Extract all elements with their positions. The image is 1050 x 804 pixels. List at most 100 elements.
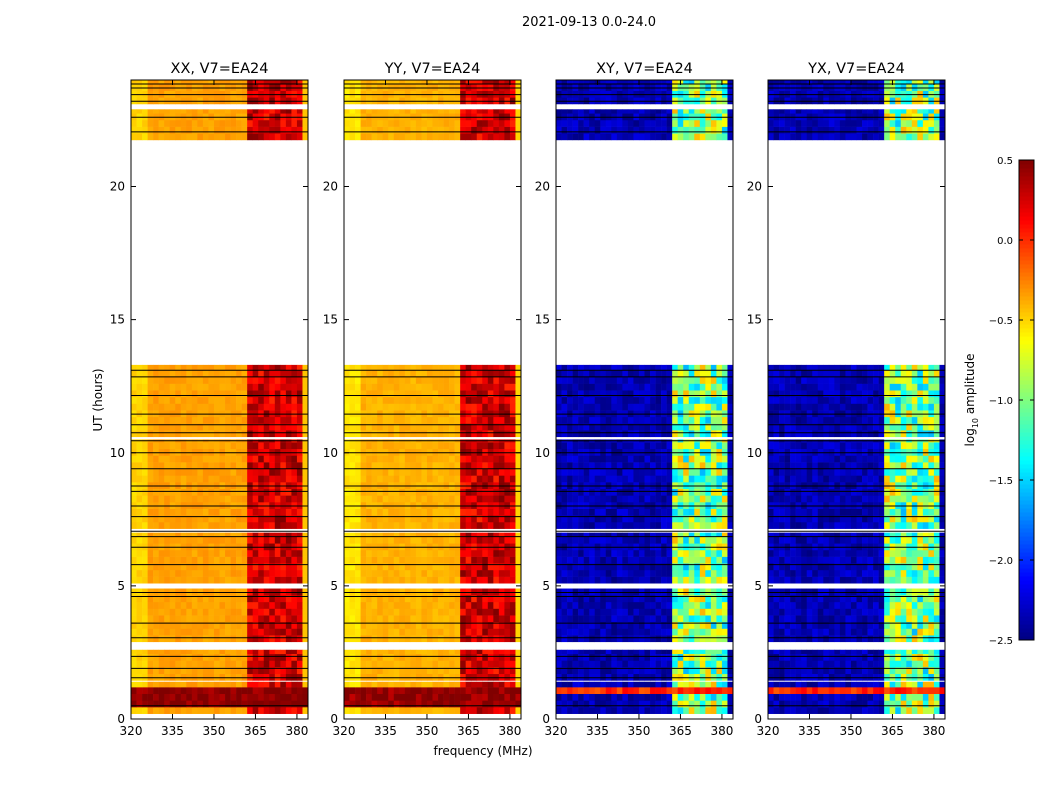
heatmap-cell xyxy=(291,449,297,456)
heatmap-cell xyxy=(372,707,378,714)
heatmap-cell xyxy=(416,489,422,496)
heatmap-cell xyxy=(444,682,450,688)
heatmap-cell xyxy=(181,628,187,635)
heatmap-cell xyxy=(242,365,248,371)
heatmap-cell xyxy=(372,370,378,377)
heatmap-cell xyxy=(567,502,573,509)
heatmap-cell xyxy=(164,557,170,564)
heatmap-cell xyxy=(394,615,400,622)
heatmap-cell xyxy=(344,455,350,462)
heatmap-cell xyxy=(203,489,209,496)
heatmap-cell xyxy=(275,602,281,609)
heatmap-cell xyxy=(488,628,494,635)
heatmap-cell xyxy=(203,475,209,482)
heatmap-cell xyxy=(694,589,700,596)
heatmap-cell xyxy=(366,654,372,661)
heatmap-cell xyxy=(225,455,231,462)
heatmap-cell xyxy=(225,577,231,584)
heatmap-cell xyxy=(208,462,214,469)
heatmap-cell xyxy=(504,133,510,140)
heatmap-cell xyxy=(477,609,483,616)
heatmap-cell xyxy=(383,589,389,596)
heatmap-cell xyxy=(510,84,516,91)
heatmap-cell xyxy=(225,482,231,489)
heatmap-cell xyxy=(170,442,176,449)
heatmap-cell xyxy=(247,694,253,701)
heatmap-cell xyxy=(192,370,198,377)
heatmap-cell xyxy=(225,687,231,694)
heatmap-cell xyxy=(269,113,275,120)
heatmap-cell xyxy=(515,403,521,410)
heatmap-cell xyxy=(175,417,181,424)
heatmap-cell xyxy=(471,84,477,91)
heatmap-cell xyxy=(449,502,455,509)
heatmap-cell xyxy=(264,602,270,609)
heatmap-cell xyxy=(504,707,510,714)
heatmap-cell xyxy=(562,654,568,661)
heatmap-cell xyxy=(142,417,148,424)
heatmap-cell xyxy=(589,660,595,667)
heatmap-cell xyxy=(192,127,198,134)
heatmap-cell xyxy=(159,482,165,489)
heatmap-cell xyxy=(181,635,187,642)
heatmap-cell xyxy=(291,615,297,622)
heatmap-cell xyxy=(297,602,303,609)
heatmap-cell xyxy=(716,550,722,557)
heatmap-cell xyxy=(131,615,137,622)
heatmap-cell xyxy=(449,660,455,667)
heatmap-cell xyxy=(302,475,308,482)
heatmap-cell xyxy=(562,682,568,688)
heatmap-cell xyxy=(656,615,662,622)
heatmap-cell xyxy=(275,550,281,557)
heatmap-cell xyxy=(297,410,303,417)
heatmap-cell xyxy=(683,509,689,516)
heatmap-cell xyxy=(181,84,187,91)
heatmap-cell xyxy=(449,635,455,642)
heatmap-cell xyxy=(444,442,450,449)
heatmap-cell xyxy=(606,495,612,502)
heatmap-cell xyxy=(606,602,612,609)
heatmap-cell xyxy=(170,109,176,113)
heatmap-cell xyxy=(444,489,450,496)
heatmap-cell xyxy=(170,589,176,596)
heatmap-cell xyxy=(633,522,639,529)
heatmap-cell xyxy=(203,602,209,609)
heatmap-cell xyxy=(153,397,159,404)
heatmap-cell xyxy=(377,589,383,596)
heatmap-cell xyxy=(137,403,143,410)
heatmap-cell xyxy=(220,442,226,449)
heatmap-cell xyxy=(258,475,264,482)
heatmap-cell xyxy=(131,674,137,681)
heatmap-cell xyxy=(477,502,483,509)
heatmap-cell xyxy=(361,84,367,91)
heatmap-cell xyxy=(416,390,422,397)
heatmap-cell xyxy=(159,127,165,134)
heatmap-cell xyxy=(562,570,568,577)
heatmap-cell xyxy=(645,628,651,635)
heatmap-cell xyxy=(388,403,394,410)
heatmap-cell xyxy=(399,577,405,584)
heatmap-cell xyxy=(600,489,606,496)
heatmap-cell xyxy=(203,609,209,616)
heatmap-cell xyxy=(471,469,477,476)
heatmap-cell xyxy=(208,682,214,688)
heatmap-cell xyxy=(280,469,286,476)
heatmap-cell xyxy=(214,113,220,120)
heatmap-cell xyxy=(722,635,728,642)
heatmap-cell xyxy=(433,615,439,622)
heatmap-cell xyxy=(388,687,394,694)
heatmap-cell xyxy=(455,537,461,544)
heatmap-cell xyxy=(366,650,372,654)
heatmap-cell xyxy=(137,550,143,557)
heatmap-cell xyxy=(170,707,176,714)
heatmap-cell xyxy=(504,589,510,596)
heatmap-cell xyxy=(220,602,226,609)
heatmap-cell xyxy=(275,694,281,701)
heatmap-cell xyxy=(148,365,154,371)
heatmap-cell xyxy=(302,449,308,456)
heatmap-cell xyxy=(716,495,722,502)
heatmap-cell xyxy=(589,489,595,496)
heatmap-cell xyxy=(142,469,148,476)
heatmap-cell xyxy=(606,543,612,550)
heatmap-cell xyxy=(377,113,383,120)
